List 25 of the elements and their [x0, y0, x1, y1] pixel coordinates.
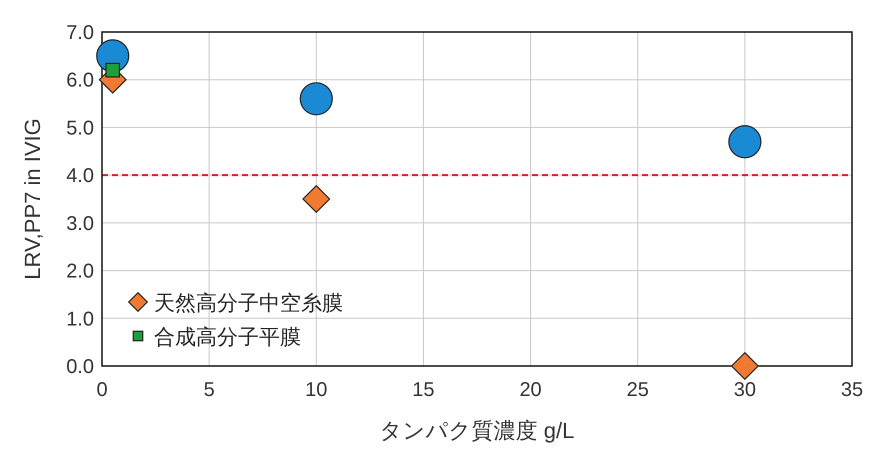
x-axis-title: タンパク質濃度 g/L	[380, 418, 574, 443]
x-tick-label: 10	[305, 379, 328, 401]
y-tick-label: 6.0	[66, 70, 94, 92]
y-tick-label: 0.0	[66, 356, 94, 378]
point	[730, 352, 759, 380]
x-tick-label: 30	[734, 379, 756, 401]
x-tick-label: 0	[96, 379, 108, 401]
y-tick-label: 4.0	[66, 165, 94, 188]
x-tick-label: 20	[519, 379, 542, 401]
y-axis-title: LRV,PP7 in IVIG	[20, 118, 45, 280]
legend-label: 合成高分子平膜	[154, 326, 301, 349]
point	[105, 62, 120, 78]
y-tick-label: 5.0	[66, 117, 94, 140]
point	[728, 125, 762, 158]
y-tick-label: 3.0	[66, 212, 94, 235]
x-tick-label: 35	[840, 379, 864, 401]
x-tick-label: 15	[412, 379, 435, 401]
x-tick-label: 5	[204, 379, 215, 401]
y-tick-label: 1.0	[66, 308, 94, 330]
legend-label: 天然高分子中空糸膜	[154, 292, 343, 315]
point	[300, 82, 333, 116]
x-tick-label: 25	[626, 379, 649, 401]
y-tick-label: 2.0	[66, 260, 94, 283]
y-tick-label: 7.0	[66, 22, 94, 44]
point	[302, 185, 330, 213]
